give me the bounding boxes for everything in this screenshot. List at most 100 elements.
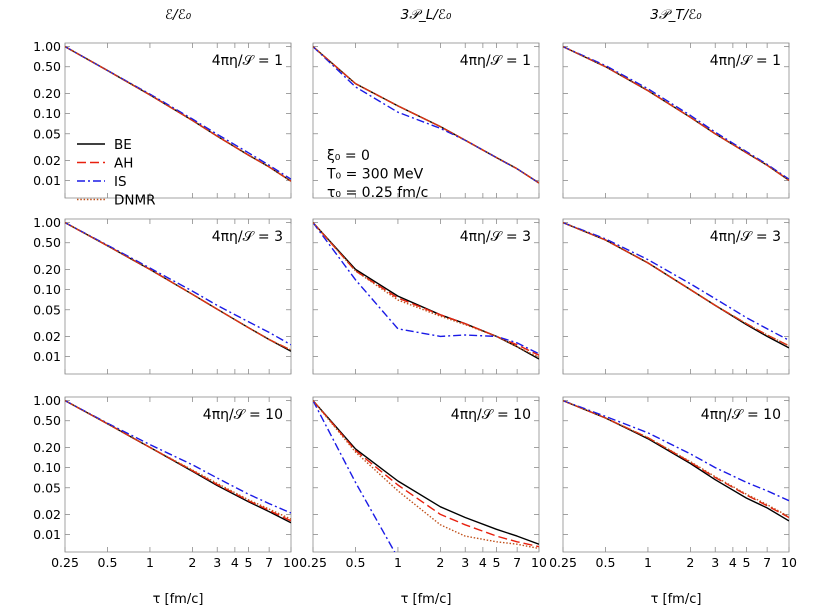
y-tick-label: 0.01	[33, 173, 61, 188]
column-title-energy: ℰ/ℰ₀	[165, 7, 192, 23]
y-tick-label: 0.50	[33, 413, 61, 428]
series-line-dnmr	[65, 221, 291, 351]
x-tick-label: 3	[461, 555, 469, 570]
series-line-dnmr	[65, 45, 291, 182]
y-tick-label: 1.00	[33, 393, 61, 408]
x-tick-label: 2	[686, 555, 694, 570]
panel-label-eta3-pt: 4πη/𝒮 = 3	[710, 229, 781, 245]
y-tick-label: 0.20	[33, 440, 61, 455]
column-title-pt: 3𝒫_T/ℰ₀	[650, 7, 702, 23]
x-tick-label: 1	[146, 555, 154, 570]
legend-label-is: IS	[114, 174, 127, 190]
panel-frame-eta10-energy	[64, 396, 292, 553]
panel-label-eta1-pl: 4πη/𝒮 = 1	[460, 53, 531, 69]
series-line-ah	[563, 45, 789, 181]
panel-frame-eta3-energy	[64, 218, 292, 375]
x-tick-label: 7	[265, 555, 273, 570]
panel-label-eta1-energy: 4πη/𝒮 = 1	[212, 53, 283, 69]
y-tick-label: 0.01	[33, 527, 61, 542]
x-tick-label: 0.25	[549, 555, 577, 570]
x-tick-label: 0.5	[98, 555, 118, 570]
legend-label-ah: AH	[114, 156, 133, 172]
series-line-dnmr	[65, 399, 291, 520]
y-tick-label: 0.05	[33, 126, 61, 141]
panel-label-eta3-energy: 4πη/𝒮 = 3	[212, 229, 283, 245]
y-tick-label: 0.01	[33, 349, 61, 364]
y-tick-label: 0.50	[33, 235, 61, 250]
series-line-is	[563, 399, 789, 502]
panel-frame-eta3-pl	[312, 218, 540, 375]
y-tick-label: 0.02	[33, 153, 61, 168]
series-line-dnmr	[313, 46, 539, 184]
panel-frame-eta1-pl	[312, 42, 540, 199]
panel-frame-eta3-pt	[562, 218, 790, 375]
x-tick-label: 5	[743, 555, 751, 570]
y-tick-label: 0.10	[33, 282, 61, 297]
x-tick-label: 2	[436, 555, 444, 570]
x-tick-label: 4	[479, 555, 487, 570]
x-tick-label: 0.25	[299, 555, 327, 570]
x-tick-label: 1	[644, 555, 652, 570]
legend-label-be: BE	[114, 137, 132, 153]
series-line-be	[313, 400, 539, 545]
y-tick-label: 0.20	[33, 262, 61, 277]
x-tick-label: 10	[531, 555, 547, 570]
x-tick-label: 3	[213, 555, 221, 570]
series-line-is	[313, 222, 539, 355]
x-axis-label: τ [fm/c]	[153, 592, 204, 607]
x-tick-label: 0.25	[51, 555, 79, 570]
x-tick-label: 10	[283, 555, 299, 570]
column-title-pl: 3𝒫_L/ℰ₀	[401, 7, 452, 23]
series-line-dnmr	[563, 45, 789, 181]
y-tick-label: 0.02	[33, 507, 61, 522]
x-tick-label: 0.5	[596, 555, 616, 570]
x-tick-label: 2	[188, 555, 196, 570]
x-tick-label: 3	[711, 555, 719, 570]
panel-label-eta10-pt: 4πη/𝒮 = 10	[701, 407, 781, 423]
annotation-line: ξ₀ = 0	[327, 148, 370, 164]
panel-label-eta1-pt: 4πη/𝒮 = 1	[710, 53, 781, 69]
panel-frame-eta10-pt	[562, 396, 790, 553]
panel-frame-eta10-pl	[312, 396, 540, 553]
y-tick-label: 0.50	[33, 59, 61, 74]
x-tick-label: 1	[394, 555, 402, 570]
y-tick-label: 1.00	[33, 215, 61, 230]
series-line-is	[65, 399, 291, 514]
y-tick-label: 0.05	[33, 480, 61, 495]
annotation-line: T₀ = 300 MeV	[326, 167, 424, 183]
x-axis-label: τ [fm/c]	[401, 592, 452, 607]
panel-frame-eta1-energy	[64, 42, 292, 199]
series-line-dnmr	[313, 400, 539, 550]
x-axis-label: τ [fm/c]	[651, 592, 702, 607]
legend-label-dnmr: DNMR	[114, 193, 156, 209]
panel-label-eta3-pl: 4πη/𝒮 = 3	[460, 229, 531, 245]
series-line-dnmr	[563, 221, 789, 347]
panel-frame-eta1-pt	[562, 42, 790, 199]
series-line-is	[563, 221, 789, 341]
x-tick-label: 5	[493, 555, 501, 570]
panel-label-eta10-energy: 4πη/𝒮 = 10	[203, 407, 283, 423]
annotation-line: τ₀ = 0.25 fm/c	[327, 185, 428, 201]
x-tick-label: 7	[513, 555, 521, 570]
y-tick-label: 0.05	[33, 302, 61, 317]
x-tick-label: 5	[245, 555, 253, 570]
x-tick-label: 7	[763, 555, 771, 570]
y-tick-label: 0.20	[33, 86, 61, 101]
panel-label-eta10-pl: 4πη/𝒮 = 10	[451, 407, 531, 423]
x-tick-label: 4	[729, 555, 737, 570]
series-line-dnmr	[313, 222, 539, 358]
series-line-is	[65, 221, 291, 346]
x-tick-label: 0.5	[346, 555, 366, 570]
series-line-dnmr	[563, 399, 789, 518]
x-tick-label: 4	[231, 555, 239, 570]
series-line-ah	[313, 400, 539, 548]
y-tick-label: 0.02	[33, 329, 61, 344]
y-tick-label: 0.10	[33, 106, 61, 121]
series-line-is	[65, 45, 291, 180]
x-tick-label: 10	[781, 555, 797, 570]
series-line-is	[563, 45, 789, 180]
y-tick-label: 0.10	[33, 460, 61, 475]
y-tick-label: 1.00	[33, 39, 61, 54]
